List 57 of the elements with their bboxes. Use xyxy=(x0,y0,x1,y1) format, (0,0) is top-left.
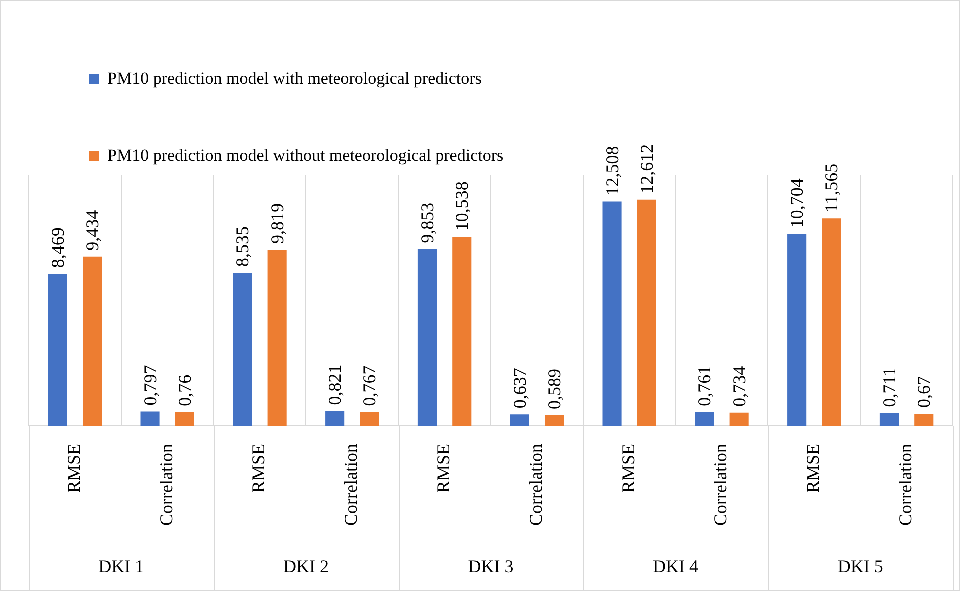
bar xyxy=(233,272,252,426)
bar xyxy=(452,237,472,426)
x-tick-label: RMSE xyxy=(64,444,84,494)
bar xyxy=(544,415,564,426)
x-tick-label: RMSE xyxy=(248,444,269,494)
bar xyxy=(880,413,900,426)
x-tick-label: Correlation xyxy=(156,444,176,526)
bar xyxy=(140,412,160,426)
data-label: 9,819 xyxy=(267,203,288,244)
bar xyxy=(914,414,934,426)
data-label: 0,589 xyxy=(544,368,565,410)
data-label: 0,821 xyxy=(325,364,346,406)
bar xyxy=(602,202,622,426)
data-label: 10,538 xyxy=(452,182,472,232)
bar xyxy=(695,412,714,426)
bar xyxy=(822,218,842,426)
bar xyxy=(268,250,287,426)
bar xyxy=(637,200,656,426)
data-label: 0,711 xyxy=(879,367,900,408)
x-tick-label: Correlation xyxy=(710,444,731,526)
x-tick-label: Correlation xyxy=(896,444,916,526)
bar xyxy=(175,412,194,426)
data-label: 12,508 xyxy=(602,146,622,196)
data-label: 10,704 xyxy=(787,178,808,228)
data-label: 11,565 xyxy=(822,164,842,213)
data-label: 8,469 xyxy=(48,228,68,268)
text: DKI 3 xyxy=(468,556,514,577)
legend-label: PM10 prediction model without meteorological predictors xyxy=(108,146,504,165)
data-label: 9,853 xyxy=(417,202,438,244)
data-label: 8,535 xyxy=(232,226,253,267)
x-tick-label: RMSE xyxy=(803,444,824,494)
bar xyxy=(360,412,380,426)
data-label: 0,761 xyxy=(694,366,715,406)
data-label: 0,734 xyxy=(729,366,750,407)
x-tick-label: RMSE xyxy=(618,444,638,494)
data-label: 9,434 xyxy=(82,210,103,251)
text: DKI 1 xyxy=(98,556,144,577)
bar xyxy=(788,234,807,426)
x-tick-label: Correlation xyxy=(341,444,362,526)
bar xyxy=(82,256,102,426)
data-label: 0,67 xyxy=(914,376,934,408)
data-label: 12,612 xyxy=(636,144,657,194)
x-tick-label: RMSE xyxy=(434,444,454,494)
data-label: 0,76 xyxy=(174,374,195,406)
bar xyxy=(730,412,749,426)
x-tick-label: Correlation xyxy=(526,444,546,526)
text: DKI 5 xyxy=(838,556,884,577)
data-label: 0,797 xyxy=(140,365,160,406)
data-label: 0,637 xyxy=(510,368,530,409)
text: DKI 4 xyxy=(653,556,699,577)
legend-label: PM10 prediction model with meteorological predictors xyxy=(108,68,482,88)
bar xyxy=(326,411,345,426)
bar xyxy=(510,414,530,426)
bar xyxy=(48,274,68,426)
bar xyxy=(418,249,438,426)
text: DKI 2 xyxy=(283,556,329,577)
data-label: 0,767 xyxy=(360,366,380,406)
